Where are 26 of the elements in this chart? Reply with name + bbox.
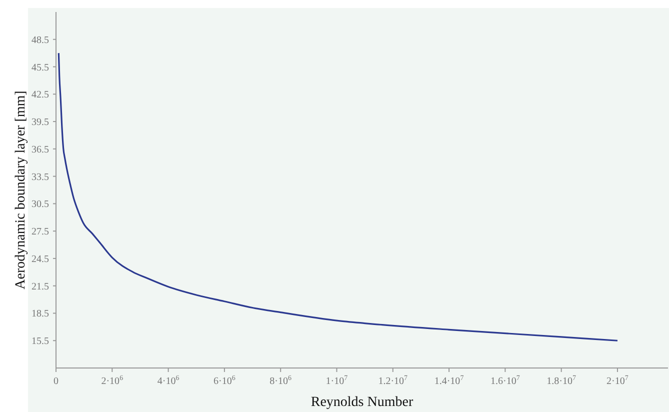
x-tick-label: 1.2·10$^{7}$: [378, 374, 408, 387]
y-tick-label: 30.5: [32, 199, 49, 210]
x-tick-label: 1.4·10$^{7}$: [434, 374, 464, 387]
y-tick-label: 39.5: [32, 117, 49, 128]
y-axis-title: Aerodynamic boundary layer [mm]: [14, 90, 28, 290]
y-tick-label: 24.5: [32, 254, 49, 265]
y-tick-label: 18.5: [32, 308, 49, 320]
y-tick-label: 45.5: [32, 62, 49, 74]
y-tick-label: 21.5: [32, 281, 49, 292]
y-tick-label: 36.5: [32, 144, 49, 156]
x-tick-label: 1.8·10$^{7}$: [546, 374, 576, 387]
x-tick-label: 6·10$^{6}$: [214, 374, 236, 387]
x-tick-label: 4·10$^{6}$: [157, 374, 180, 387]
x-axis-title: Reynolds Number: [310, 395, 414, 410]
x-tick-label: 0: [54, 376, 58, 387]
x-tick-label: 1.6·10$^{7}$: [490, 374, 520, 387]
y-tick-label: 15.5: [32, 336, 49, 348]
y-tick-label: 48.5: [32, 34, 49, 46]
line-series: [58, 52, 618, 342]
x-tick-label: 1·10$^{7}$: [326, 374, 348, 387]
y-tick-label: 33.5: [32, 172, 49, 183]
x-tick-label: 2·10$^{7}$: [606, 374, 629, 387]
y-tick-label: 42.5: [32, 90, 49, 101]
x-tick-label: 2·10$^{6}$: [101, 374, 124, 387]
x-tick-label: 8·10$^{6}$: [270, 374, 292, 387]
y-tick-label: 27.5: [32, 226, 49, 238]
